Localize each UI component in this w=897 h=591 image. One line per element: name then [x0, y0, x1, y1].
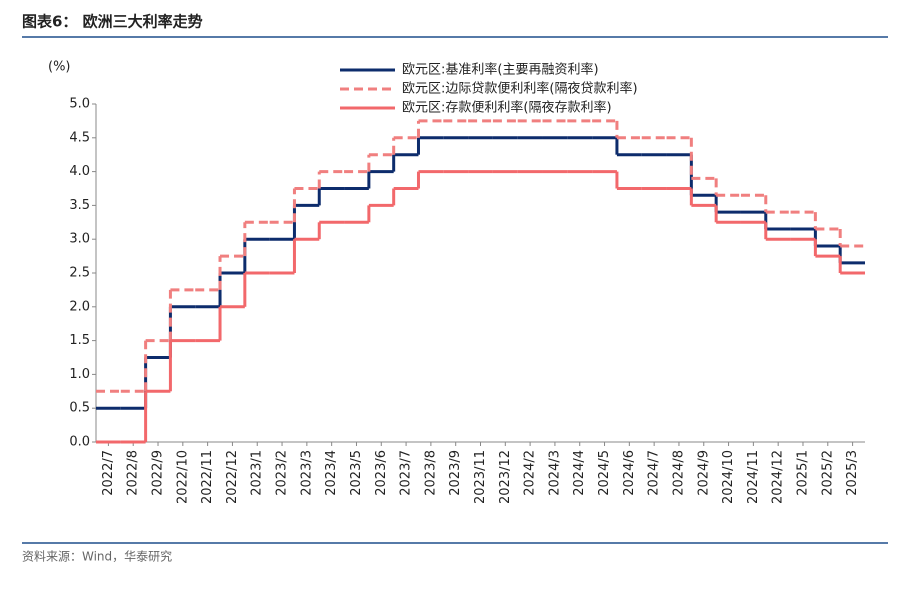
x-tick-label: 2024/5: [597, 450, 612, 496]
x-tick-label: 2023/6: [374, 450, 389, 496]
x-tick-label: 2023/9: [448, 450, 463, 496]
x-tick-label: 2022/7: [101, 450, 116, 496]
y-tick-label: 1.0: [69, 367, 90, 382]
x-tick-label: 2024/8: [671, 450, 686, 496]
x-tick-label: 2022/8: [126, 450, 141, 496]
x-tick-label: 2024/9: [696, 450, 711, 496]
x-tick-label: 2024/2: [523, 450, 538, 496]
y-tick-label: 4.0: [69, 164, 90, 179]
x-tick-label: 2024/10: [721, 450, 736, 504]
x-tick-label: 2023/1: [250, 450, 265, 496]
x-tick-label: 2024/7: [647, 450, 662, 496]
legend-label: 欧元区:基准利率(主要再融资利率): [402, 62, 599, 78]
x-tick-label: 2023/11: [473, 450, 488, 504]
x-tick-label: 2022/12: [225, 450, 240, 504]
x-tick-label: 2023/4: [324, 450, 339, 496]
y-tick-label: 0.5: [69, 401, 90, 416]
y-tick-label: 4.5: [69, 130, 90, 145]
x-tick-label: 2022/10: [175, 450, 190, 504]
source: 资料来源：Wind，华泰研究: [22, 549, 172, 564]
y-tick-label: 5.0: [69, 97, 90, 112]
unit-label: (%): [48, 60, 71, 75]
y-tick-label: 2.0: [69, 299, 90, 314]
x-tick-label: 2024/3: [547, 450, 562, 496]
x-tick-label: 2025/1: [795, 450, 810, 496]
y-tick-label: 3.0: [69, 232, 90, 247]
x-tick-label: 2023/7: [399, 450, 414, 496]
x-tick-label: 2023/3: [299, 450, 314, 496]
x-tick-label: 2023/5: [349, 450, 364, 496]
x-tick-label: 2023/2: [275, 450, 290, 496]
y-tick-label: 0.0: [69, 435, 90, 450]
x-tick-label: 2023/8: [423, 450, 438, 496]
x-tick-label: 2024/12: [771, 450, 786, 504]
legend-label: 欧元区:存款便利利率(隔夜存款利率): [402, 100, 612, 116]
x-tick-label: 2024/4: [572, 450, 587, 496]
figure-title: 图表6： 欧洲三大利率走势: [22, 13, 203, 31]
x-tick-label: 2024/11: [746, 450, 761, 504]
x-tick-label: 2024/6: [622, 450, 637, 496]
y-tick-label: 2.5: [69, 266, 90, 281]
legend-label: 欧元区:边际贷款便利利率(隔夜贷款利率): [402, 81, 638, 97]
y-tick-label: 1.5: [69, 333, 90, 348]
x-tick-label: 2022/9: [151, 450, 166, 496]
x-tick-label: 2022/11: [200, 450, 215, 504]
x-tick-label: 2025/2: [820, 450, 835, 496]
y-tick-label: 3.5: [69, 198, 90, 213]
x-tick-label: 2025/3: [845, 450, 860, 496]
x-tick-label: 2023/12: [498, 450, 513, 504]
